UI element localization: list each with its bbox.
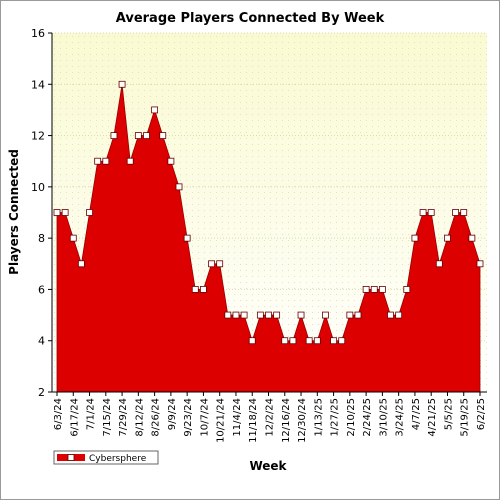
data-point <box>167 157 175 165</box>
x-tick-label: 6/3/24 <box>53 398 64 430</box>
y-tick-label: 4 <box>38 335 45 348</box>
data-point <box>216 260 224 268</box>
x-tick-label: 8/26/24 <box>151 398 162 437</box>
x-tick-label: 9/23/24 <box>183 398 194 437</box>
data-point <box>86 209 93 216</box>
data-point <box>387 311 394 319</box>
x-tick-label: 8/12/24 <box>134 398 145 437</box>
data-point <box>118 80 126 88</box>
data-point <box>444 234 451 242</box>
data-point <box>200 286 207 293</box>
data-point <box>126 157 134 165</box>
x-tick-label: 4/21/25 <box>427 398 438 437</box>
x-tick-label: 4/7/25 <box>411 398 422 430</box>
x-tick-label: 12/2/24 <box>265 398 276 437</box>
data-point <box>395 311 403 319</box>
chart-title: Average Players Connected By Week <box>116 11 385 26</box>
data-point <box>281 337 289 345</box>
data-point <box>61 209 69 216</box>
data-point <box>476 260 484 268</box>
x-tick-label: 5/19/25 <box>460 398 471 437</box>
x-tick-label: 7/29/24 <box>118 398 129 437</box>
data-point <box>273 311 281 319</box>
x-tick-label: 3/24/25 <box>395 398 406 437</box>
y-tick-label: 8 <box>38 232 45 245</box>
y-tick-label: 2 <box>38 386 45 399</box>
y-tick-label: 16 <box>31 27 45 40</box>
x-tick-label: 11/4/24 <box>232 398 243 437</box>
data-point <box>191 286 199 293</box>
x-tick-label: 2/24/25 <box>362 398 373 437</box>
x-tick-label: 7/1/24 <box>86 398 97 430</box>
data-point <box>427 209 435 216</box>
data-point <box>183 234 191 242</box>
data-point <box>378 286 386 293</box>
data-point <box>69 234 77 242</box>
series-area-cybersphere <box>56 84 481 393</box>
data-point <box>256 311 264 319</box>
data-point <box>289 337 297 345</box>
data-point <box>346 311 354 319</box>
data-point <box>78 260 85 268</box>
data-point <box>322 311 329 319</box>
data-point <box>460 209 468 216</box>
data-point <box>370 286 378 293</box>
data-point <box>208 260 215 268</box>
y-axis-label: Players Connected <box>7 149 21 275</box>
x-tick-label: 12/30/24 <box>297 398 308 443</box>
x-tick-label: 10/21/24 <box>216 398 227 443</box>
x-tick-label: 6/2/25 <box>476 398 487 430</box>
x-tick-label: 1/27/25 <box>330 398 341 437</box>
data-point <box>240 311 248 319</box>
data-point <box>159 132 167 139</box>
data-point <box>305 337 313 345</box>
data-point <box>313 337 321 345</box>
data-point <box>411 234 419 242</box>
data-point <box>403 286 411 293</box>
data-point <box>94 157 102 165</box>
data-point <box>53 209 61 216</box>
data-point <box>224 311 232 319</box>
data-point <box>362 286 370 293</box>
data-point <box>248 337 256 345</box>
legend-marker <box>67 454 75 461</box>
x-tick-label: 11/18/24 <box>248 398 259 443</box>
data-point <box>151 106 159 114</box>
data-point <box>143 132 150 139</box>
data-point <box>134 132 142 139</box>
x-tick-label: 9/9/24 <box>167 398 178 430</box>
x-tick-label: 1/13/25 <box>313 398 324 437</box>
x-tick-label: 10/7/24 <box>199 398 210 437</box>
data-point <box>452 209 459 216</box>
data-point <box>110 132 118 139</box>
y-tick-label: 12 <box>31 130 45 143</box>
y-tick-label: 10 <box>31 181 45 194</box>
data-point <box>330 337 337 345</box>
data-point <box>354 311 362 319</box>
y-tick-label: 6 <box>38 283 45 296</box>
x-tick-label: 7/15/24 <box>102 398 113 437</box>
data-point <box>102 157 110 165</box>
x-tick-label: 6/17/24 <box>69 398 80 437</box>
x-tick-label: 2/10/25 <box>346 398 357 437</box>
legend: Cybersphere <box>53 450 159 465</box>
x-tick-label: 3/10/25 <box>378 398 389 437</box>
data-point <box>338 337 346 345</box>
data-point <box>419 209 427 216</box>
x-tick-label: 5/5/25 <box>443 398 454 430</box>
data-point <box>435 260 443 268</box>
data-point <box>297 311 305 319</box>
x-tick-label: 12/16/24 <box>281 398 292 443</box>
data-point <box>265 311 272 319</box>
data-point <box>468 234 476 242</box>
data-point <box>175 183 183 191</box>
y-tick-label: 14 <box>31 78 45 91</box>
data-point <box>232 311 240 319</box>
legend-label: Cybersphere <box>89 454 147 464</box>
x-axis-label: Week <box>249 459 287 473</box>
